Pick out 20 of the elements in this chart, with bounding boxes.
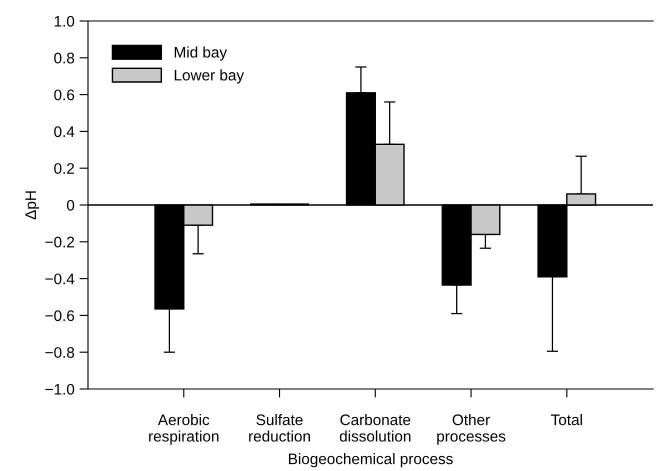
y-tick-label: −1.0 — [45, 384, 74, 395]
y-tick-label: 0 — [66, 200, 74, 211]
y-tick-label: −0.8 — [45, 347, 74, 358]
y-tick-label: 0.6 — [54, 89, 74, 100]
x-tick-label: Sulfate reduction — [249, 414, 310, 442]
legend-label: Lower bay — [174, 69, 244, 84]
y-tick-label: −0.4 — [45, 273, 74, 284]
y-tick-label: −0.2 — [45, 236, 74, 248]
y-tick-label: 1.0 — [54, 16, 74, 27]
y-axis-title: ΔpH — [25, 191, 40, 220]
legend-label: Mid bay — [174, 46, 228, 61]
x-tick-label: Total — [551, 414, 582, 426]
x-tick-label: Other processes — [437, 414, 506, 445]
x-tick-label: Carbonate dissolution — [340, 414, 410, 442]
y-tick-label: 0.8 — [54, 52, 74, 64]
y-tick-label: 0.4 — [54, 126, 74, 138]
y-tick-label: −0.6 — [45, 310, 74, 322]
x-tick-label: Aerobic respiration — [149, 414, 218, 445]
y-tick-label: 0.2 — [54, 163, 74, 174]
x-axis-title: Biogeochemical process — [288, 453, 453, 468]
